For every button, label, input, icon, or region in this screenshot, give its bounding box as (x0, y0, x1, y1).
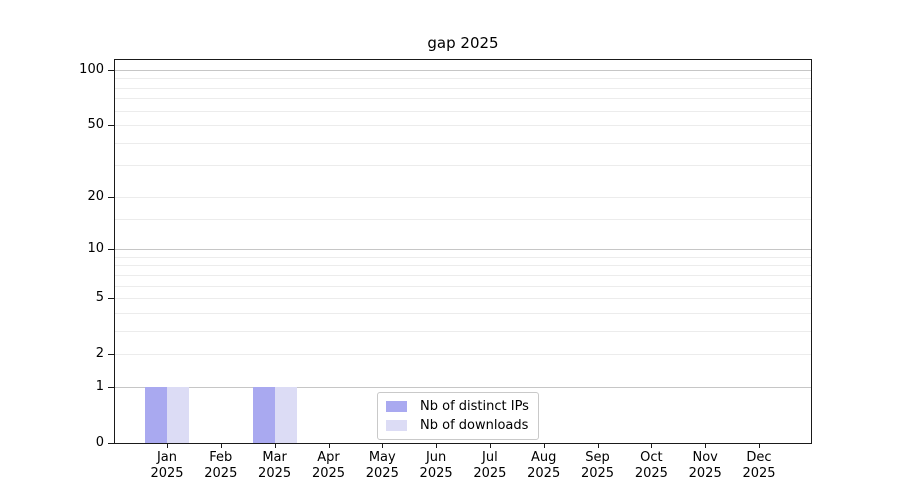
gridline-y-40 (115, 142, 811, 144)
bar-mar-downloads (274, 386, 297, 443)
gridline-y-8 (115, 265, 811, 267)
y-tick-2 (108, 354, 114, 356)
x-tick-year-feb: 2025 (204, 466, 238, 481)
x-tick-year-jul: 2025 (473, 466, 507, 481)
gridline-y-4 (115, 312, 811, 314)
x-tick-year-jan: 2025 (150, 466, 184, 481)
x-tick-month-jun: Jun (425, 450, 447, 465)
y-tick-1 (108, 386, 114, 388)
x-tick-month-jan: Jan (156, 450, 178, 465)
legend-entry-distinct-ips: Nb of distinct IPs (386, 399, 529, 414)
y-tick-0 (108, 443, 114, 444)
x-tick-month-oct: Oct (640, 450, 663, 465)
x-tick-month-may: May (368, 450, 396, 465)
y-tick-label-20: 20 (87, 188, 104, 204)
x-tick-dec (759, 443, 760, 448)
x-tick-nov (705, 443, 707, 448)
x-tick-year-nov: 2025 (688, 466, 722, 481)
x-tick-label-may: May 2025 (355, 450, 409, 482)
x-tick-month-nov: Nov (692, 450, 718, 465)
gridline-y-7 (115, 274, 811, 276)
x-tick-year-dec: 2025 (742, 466, 776, 481)
x-tick-apr (328, 443, 330, 448)
x-tick-year-jun: 2025 (419, 466, 453, 481)
x-tick-label-sep: Sep 2025 (571, 450, 625, 482)
legend-swatch-distinct-ips (386, 401, 407, 412)
x-tick-year-may: 2025 (365, 466, 399, 481)
gridline-y-9 (115, 256, 811, 258)
bar-jan-distinct-ips (144, 386, 167, 443)
bar-mar-distinct-ips (252, 386, 275, 443)
x-tick-label-aug: Aug 2025 (517, 450, 571, 482)
x-tick-month-sep: Sep (585, 450, 610, 465)
x-tick-mar (274, 443, 276, 448)
gridline-y-5 (115, 298, 811, 300)
gridline-y-60 (115, 110, 811, 112)
gridline-y-90 (115, 78, 811, 80)
chart-title: gap 2025 (427, 34, 499, 52)
y-tick-label-10: 10 (87, 241, 104, 257)
x-tick-label-mar: Mar 2025 (248, 450, 302, 482)
x-tick-month-dec: Dec (746, 450, 772, 465)
gridline-y-2 (115, 354, 811, 356)
y-tick-50 (108, 125, 114, 126)
x-tick-year-mar: 2025 (258, 466, 292, 481)
x-tick-label-feb: Feb 2025 (194, 450, 248, 482)
x-tick-month-feb: Feb (209, 450, 233, 465)
y-tick-label-2: 2 (95, 346, 104, 362)
gridline-y-30 (115, 165, 811, 167)
x-tick-sep (597, 443, 599, 448)
y-tick-label-1: 1 (95, 378, 104, 394)
gridline-y-80 (115, 87, 811, 89)
gridline-y-50 (115, 125, 811, 126)
legend-swatch-downloads (386, 420, 407, 431)
x-tick-label-apr: Apr 2025 (302, 450, 356, 482)
y-tick-10 (108, 249, 114, 251)
x-tick-month-aug: Aug (530, 450, 557, 465)
x-tick-feb (220, 443, 222, 448)
gridline-y-100 (115, 69, 811, 71)
plot-area (114, 59, 812, 444)
y-tick-label-0: 0 (95, 435, 104, 450)
legend-label-downloads: Nb of downloads (420, 418, 529, 433)
legend-entry-downloads: Nb of downloads (386, 418, 529, 433)
y-tick-20 (108, 196, 114, 198)
y-tick-100 (108, 69, 114, 71)
y-tick-label-5: 5 (95, 290, 104, 306)
x-tick-year-sep: 2025 (580, 466, 615, 481)
legend-label-distinct-ips: Nb of distinct IPs (420, 399, 529, 414)
x-tick-month-jul: Jul (482, 450, 498, 465)
x-tick-year-oct: 2025 (634, 466, 668, 481)
x-tick-jun (436, 443, 438, 448)
x-tick-jan (167, 443, 168, 448)
x-tick-may (382, 443, 384, 448)
x-tick-oct (651, 443, 653, 448)
legend: Nb of distinct IPs Nb of downloads (377, 392, 539, 440)
gridline-y-6 (115, 285, 811, 287)
gridline-y-1 (115, 386, 811, 388)
x-tick-aug (543, 443, 545, 448)
bar-jan-downloads (167, 386, 190, 443)
x-tick-label-dec: Dec 2025 (732, 450, 786, 482)
y-tick-label-50: 50 (87, 117, 104, 132)
x-tick-label-nov: Nov 2025 (678, 450, 732, 482)
y-tick-5 (108, 298, 114, 300)
x-tick-label-jun: Jun 2025 (409, 450, 463, 482)
x-tick-label-jan: Jan 2025 (140, 450, 194, 482)
gridline-y-10 (115, 249, 811, 251)
y-tick-label-100: 100 (79, 61, 104, 77)
x-tick-label-jul: Jul 2025 (463, 450, 517, 482)
x-tick-jul (489, 443, 491, 448)
gridline-y-20 (115, 196, 811, 198)
gridline-y-70 (115, 98, 811, 100)
x-tick-month-apr: Apr (317, 450, 340, 465)
x-tick-year-aug: 2025 (527, 466, 561, 481)
gridline-y-15 (115, 218, 811, 220)
x-tick-label-oct: Oct 2025 (624, 450, 678, 482)
x-tick-month-mar: Mar (262, 450, 287, 465)
x-tick-year-apr: 2025 (311, 466, 346, 481)
gridline-y-3 (115, 330, 811, 332)
